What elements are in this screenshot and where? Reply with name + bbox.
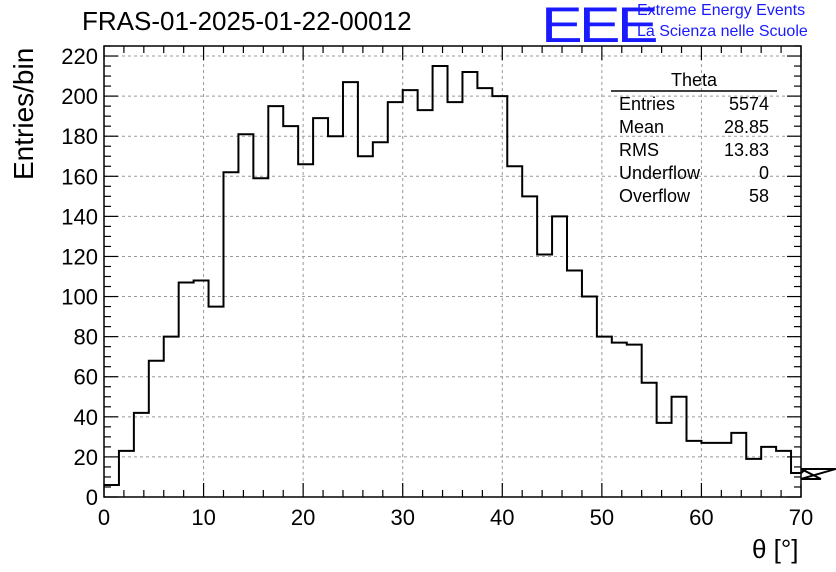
histogram-bin bbox=[761, 447, 776, 497]
y-tick-label: 140 bbox=[61, 204, 98, 229]
histogram-bin bbox=[253, 178, 268, 497]
chart-title: FRAS-01-2025-01-22-00012 bbox=[82, 6, 412, 36]
y-tick-label: 20 bbox=[74, 445, 98, 470]
histogram-bin bbox=[283, 126, 298, 497]
stats-title: Theta bbox=[671, 70, 718, 90]
histogram-bin bbox=[149, 361, 164, 497]
grid-lines bbox=[104, 46, 801, 497]
histogram-bin bbox=[313, 118, 328, 497]
histogram-bin bbox=[567, 270, 582, 497]
stats-row-label: Underflow bbox=[619, 163, 701, 183]
y-tick-label: 200 bbox=[61, 84, 98, 109]
histogram-bin bbox=[298, 164, 313, 497]
x-tick-label: 0 bbox=[98, 505, 110, 530]
x-tick-label: 20 bbox=[291, 505, 315, 530]
histogram-bin bbox=[716, 443, 731, 497]
y-tick-label: 220 bbox=[61, 44, 98, 69]
x-tick-label: 10 bbox=[191, 505, 215, 530]
histogram-bin bbox=[612, 343, 627, 497]
histogram-bin bbox=[388, 102, 403, 497]
histogram-bin bbox=[701, 443, 716, 497]
y-tick-label: 40 bbox=[74, 405, 98, 430]
stats-row-label: RMS bbox=[619, 140, 659, 160]
histogram-bin bbox=[209, 307, 224, 497]
histogram-bin bbox=[433, 66, 448, 497]
eee-logo: EEE bbox=[541, 0, 659, 53]
y-tick-label: 160 bbox=[61, 164, 98, 189]
histogram-bin bbox=[268, 106, 283, 497]
histogram-bin bbox=[418, 110, 433, 497]
x-tick-label: 70 bbox=[789, 505, 813, 530]
histogram-bin bbox=[134, 413, 149, 497]
x-tick-labels: 0 10 20 30 40 50 60 70 bbox=[98, 505, 813, 530]
histogram-bin bbox=[492, 96, 507, 497]
stats-row-label: Mean bbox=[619, 117, 664, 137]
y-tick-label: 100 bbox=[61, 285, 98, 310]
histogram-bin bbox=[582, 297, 597, 497]
histogram-bin bbox=[672, 397, 687, 497]
histogram-bin bbox=[731, 433, 746, 497]
histogram-bin bbox=[657, 423, 672, 497]
logo-line2: La Scienza nelle Scuole bbox=[637, 23, 808, 40]
stats-row-label: Overflow bbox=[619, 186, 691, 206]
histogram-bin bbox=[627, 345, 642, 497]
histogram-bin bbox=[119, 451, 134, 497]
x-tick-label: 60 bbox=[689, 505, 713, 530]
histogram-bin bbox=[507, 166, 522, 497]
logo-line1: Extreme Energy Events bbox=[637, 2, 806, 19]
histogram-bin bbox=[477, 88, 492, 497]
stats-row-label: Entries bbox=[619, 94, 675, 114]
stats-row-value: 28.85 bbox=[724, 117, 769, 137]
y-tick-label: 80 bbox=[74, 325, 98, 350]
x-axis-label: θ [°] bbox=[752, 534, 799, 564]
plot-frame bbox=[103, 45, 802, 498]
stats-row-value: 0 bbox=[759, 163, 769, 183]
histogram-bin bbox=[448, 102, 463, 497]
stats-box: Theta Entries 5574 Mean 28.85 RMS 13.83 Underfl… bbox=[611, 70, 777, 206]
x-tick-label: 30 bbox=[390, 505, 414, 530]
stats-row-value: 5574 bbox=[729, 94, 769, 114]
histogram-bin bbox=[343, 82, 358, 497]
stats-row-value: 13.83 bbox=[724, 140, 769, 160]
histogram-bin bbox=[552, 216, 567, 497]
histogram-bin bbox=[537, 254, 552, 497]
histogram-bin bbox=[373, 142, 388, 497]
histogram-bin bbox=[642, 383, 657, 497]
histogram-bin bbox=[686, 441, 701, 497]
histogram-bin bbox=[403, 90, 418, 497]
histogram-outline bbox=[104, 65, 836, 486]
histogram-bin bbox=[462, 72, 477, 497]
axis-ticks bbox=[103, 45, 802, 498]
histogram-bin bbox=[522, 196, 537, 497]
x-tick-label: 50 bbox=[590, 505, 614, 530]
histogram-bin bbox=[328, 136, 343, 497]
y-tick-label: 60 bbox=[74, 365, 98, 390]
histogram-bin bbox=[194, 281, 209, 497]
stats-row-value: 58 bbox=[749, 186, 769, 206]
histogram-bin bbox=[597, 337, 612, 497]
y-tick-label: 180 bbox=[61, 124, 98, 149]
histogram-bin bbox=[746, 459, 761, 497]
histogram-bin bbox=[358, 156, 373, 497]
y-tick-labels: 0 20 40 60 80 100 120 140 160 180 200 220 bbox=[61, 44, 98, 510]
histogram-bin bbox=[776, 451, 791, 497]
y-tick-label: 120 bbox=[61, 244, 98, 269]
histogram-bin bbox=[164, 337, 179, 497]
histogram-bin bbox=[179, 283, 194, 497]
histogram-bin bbox=[223, 172, 238, 497]
x-tick-label: 40 bbox=[490, 505, 514, 530]
histogram-bin bbox=[238, 134, 253, 497]
y-tick-label: 0 bbox=[86, 485, 98, 510]
